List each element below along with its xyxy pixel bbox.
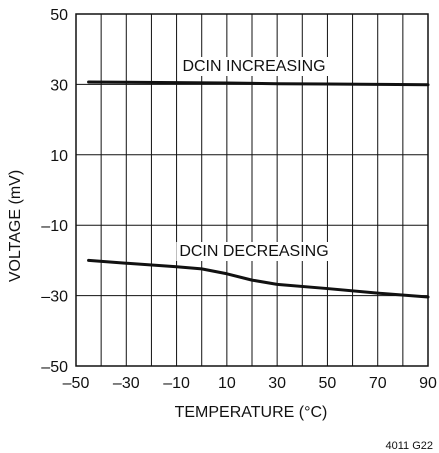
y-axis-label: VOLTAGE (mV) <box>7 170 24 282</box>
y-tick-label: –10 <box>41 218 68 235</box>
x-tick-label: 50 <box>319 375 337 392</box>
x-tick-label: 90 <box>419 375 437 392</box>
x-tick-label: –50 <box>63 375 90 392</box>
series-label-dcin-decreasing: DCIN DECREASING <box>179 243 328 260</box>
x-tick-labels: –50 –30 –10 10 30 50 70 90 <box>63 375 437 392</box>
series-line-dcin-increasing <box>87 80 430 87</box>
x-tick-label: –10 <box>163 375 190 392</box>
y-tick-label: 30 <box>50 77 68 94</box>
y-tick-label: 50 <box>50 7 68 24</box>
series-lines <box>87 80 430 299</box>
x-tick-label: –30 <box>113 375 140 392</box>
x-tick-label: 30 <box>268 375 286 392</box>
x-axis-label: TEMPERATURE (°C) <box>175 404 328 421</box>
y-tick-labels: –50 –30 –10 10 30 50 <box>41 7 68 376</box>
y-tick-label: –30 <box>41 289 68 306</box>
y-tick-label: 10 <box>50 148 68 165</box>
annotation-background <box>176 242 332 261</box>
series-line-dcin-decreasing <box>87 258 430 299</box>
series-label-dcin-increasing: DCIN INCREASING <box>182 58 325 75</box>
plot-frame <box>75 13 429 367</box>
x-tick-label: 10 <box>218 375 236 392</box>
x-tick-label: 70 <box>369 375 387 392</box>
y-tick-label: –50 <box>41 359 68 376</box>
figure-code: 4011 G22 <box>385 440 433 452</box>
annotation-background <box>179 57 329 76</box>
